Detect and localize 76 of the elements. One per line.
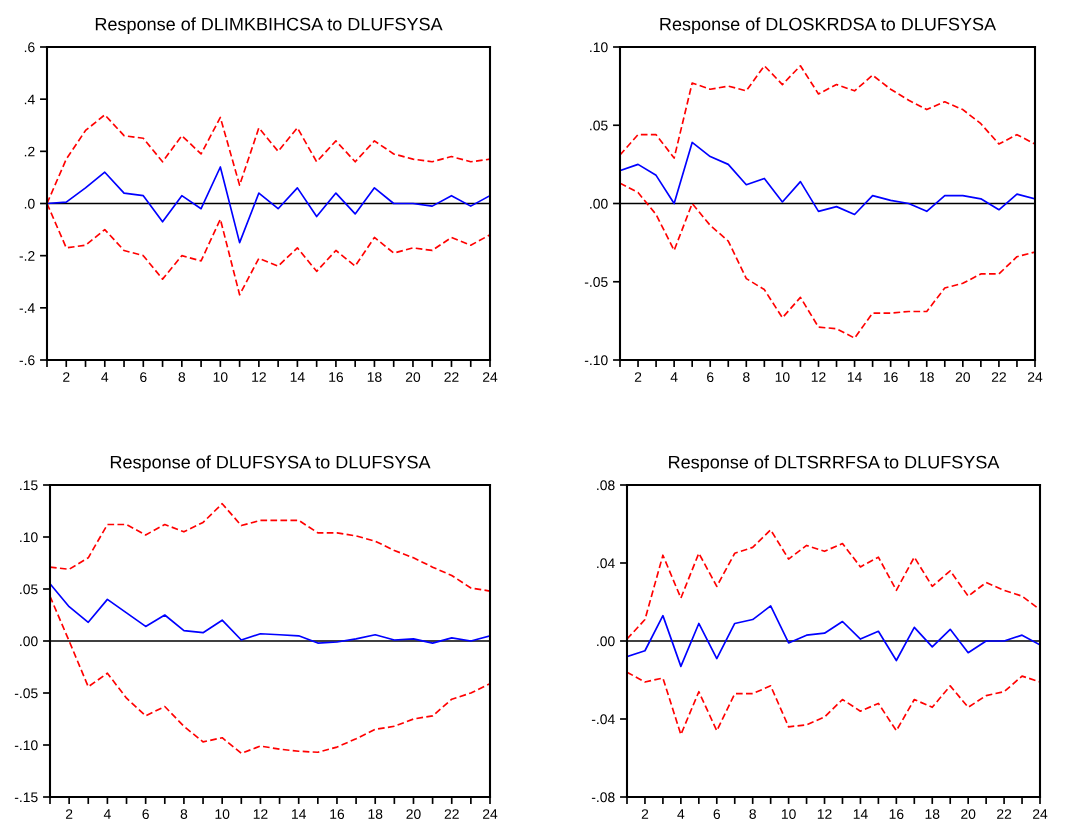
x-tick-label: 4 bbox=[677, 809, 685, 819]
y-tick-label: -.05 bbox=[584, 277, 608, 287]
x-tick-label: 14 bbox=[292, 809, 307, 819]
y-tick-label: .15 bbox=[20, 480, 38, 491]
x-tick-label: 16 bbox=[330, 809, 345, 820]
x-tick-label: 2 bbox=[63, 372, 70, 382]
y-tick-label: -.04 bbox=[591, 714, 615, 725]
x-tick-label: 14 bbox=[847, 372, 862, 382]
y-tick-label: .04 bbox=[597, 558, 615, 569]
x-tick-label: 24 bbox=[482, 809, 498, 819]
x-tick-label: 16 bbox=[883, 372, 898, 383]
y-tick-label: .10 bbox=[20, 532, 38, 543]
y-tick-label: .05 bbox=[590, 120, 608, 131]
y-tick-label: -.6 bbox=[19, 355, 35, 366]
x-tick-label: 2 bbox=[641, 809, 649, 819]
x-tick-label: 22 bbox=[997, 809, 1012, 819]
x-tick-label: 22 bbox=[444, 372, 459, 382]
x-tick-label: 14 bbox=[853, 809, 868, 819]
x-tick-label: 6 bbox=[140, 372, 147, 383]
y-tick-label: .00 bbox=[590, 198, 608, 209]
x-tick-label: 2 bbox=[634, 372, 642, 382]
y-tick-label: .00 bbox=[20, 636, 38, 647]
x-tick-label: 24 bbox=[1027, 372, 1043, 382]
x-tick-label: 6 bbox=[142, 809, 149, 820]
y-tick-label: -.10 bbox=[14, 740, 38, 751]
x-tick-label: 16 bbox=[329, 372, 344, 383]
y-tick-label: -.15 bbox=[14, 792, 38, 803]
x-tick-label: 8 bbox=[749, 809, 756, 820]
y-tick-label: -.08 bbox=[591, 792, 615, 803]
x-tick-label: 8 bbox=[180, 809, 188, 820]
y-tick-label: -.10 bbox=[584, 355, 608, 366]
y-tick-label: .05 bbox=[20, 584, 38, 595]
x-tick-label: 22 bbox=[444, 809, 459, 819]
x-tick-label: 22 bbox=[991, 372, 1006, 382]
x-tick-label: 4 bbox=[103, 809, 111, 819]
y-tick-label: .4 bbox=[24, 94, 35, 105]
x-tick-label: 18 bbox=[367, 372, 382, 383]
x-tick-label: 20 bbox=[955, 372, 971, 383]
x-tick-label: 4 bbox=[101, 372, 109, 382]
x-tick-label: 12 bbox=[253, 809, 268, 819]
chart-title: Response of DLUFSYSA to DLUFSYSA bbox=[110, 455, 431, 473]
x-tick-label: 10 bbox=[215, 809, 230, 820]
x-tick-label: 18 bbox=[368, 809, 383, 820]
y-tick-label: -.2 bbox=[19, 251, 35, 261]
x-tick-label: 10 bbox=[775, 372, 790, 383]
x-tick-label: 4 bbox=[670, 372, 678, 382]
x-tick-label: 16 bbox=[889, 809, 904, 820]
x-tick-label: 10 bbox=[213, 372, 228, 383]
x-tick-label: 20 bbox=[405, 372, 421, 383]
x-tick-label: 18 bbox=[920, 372, 934, 383]
x-tick-label: 6 bbox=[713, 809, 721, 820]
chart-title: Response of DLIMKBIHCSA to DLUFSYSA bbox=[95, 17, 443, 35]
x-tick-label: 10 bbox=[781, 809, 796, 820]
x-tick-label: 24 bbox=[482, 372, 498, 382]
y-tick-label: .10 bbox=[590, 42, 608, 53]
x-tick-label: 8 bbox=[178, 372, 186, 383]
y-tick-label: .0 bbox=[24, 198, 35, 209]
y-tick-label: .2 bbox=[24, 146, 35, 157]
chart-title: Response of DLOSKRDSA to DLUFSYSA bbox=[660, 17, 997, 35]
x-tick-label: 2 bbox=[65, 809, 73, 819]
y-tick-label: .00 bbox=[597, 636, 615, 647]
x-tick-label: 18 bbox=[925, 809, 940, 820]
chart-title: Response of DLTSRRFSA to DLUFSYSA bbox=[669, 455, 1000, 473]
y-tick-label: .08 bbox=[597, 480, 615, 491]
x-tick-label: 8 bbox=[743, 372, 750, 383]
y-tick-label: -.05 bbox=[14, 688, 38, 699]
x-tick-label: 12 bbox=[817, 809, 832, 819]
y-tick-label: .6 bbox=[24, 42, 35, 53]
y-tick-label: -.4 bbox=[19, 303, 35, 313]
x-tick-label: 24 bbox=[1032, 809, 1048, 819]
x-tick-label: 14 bbox=[290, 372, 305, 382]
x-tick-label: 6 bbox=[707, 372, 714, 383]
x-tick-label: 20 bbox=[961, 809, 976, 820]
x-tick-label: 20 bbox=[406, 809, 421, 820]
x-tick-label: 12 bbox=[811, 372, 826, 382]
x-tick-label: 12 bbox=[252, 372, 266, 382]
